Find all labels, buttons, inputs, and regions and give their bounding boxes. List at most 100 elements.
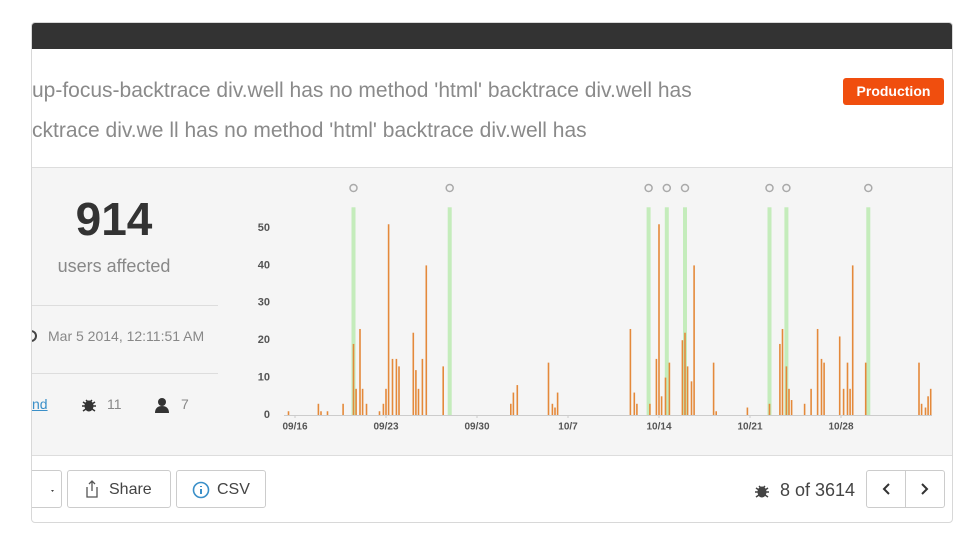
bug-icon — [82, 399, 96, 412]
x-tick-label: 09/16 — [282, 422, 307, 433]
bar — [785, 366, 788, 415]
bar — [849, 388, 851, 415]
y-tick-label: 10 — [258, 372, 270, 384]
bar — [924, 407, 927, 415]
bar — [510, 403, 512, 415]
x-tick-label: 10/28 — [828, 422, 853, 433]
chevron-left — [882, 483, 890, 495]
info-icon — [192, 481, 210, 499]
deploy-marker — [864, 183, 873, 193]
x-tick-label: 10/7 — [558, 422, 578, 433]
bug-count: 11 — [107, 396, 122, 412]
bar — [929, 388, 932, 415]
bar — [788, 388, 790, 415]
bar — [864, 362, 867, 415]
error-header: up-focus-backtrace div.well has no metho… — [32, 49, 952, 168]
bug-icon — [755, 485, 769, 498]
bar — [810, 388, 812, 415]
bar — [823, 362, 825, 415]
bar — [365, 403, 368, 415]
csv-button[interactable]: CSV — [176, 470, 266, 508]
bar — [838, 336, 841, 415]
bar — [359, 328, 361, 415]
bar — [352, 343, 355, 415]
bar — [636, 403, 638, 415]
error-message: up-focus-backtrace div.well has no metho… — [32, 79, 692, 102]
bar — [554, 407, 556, 415]
bar — [385, 388, 387, 415]
deploy-band — [866, 207, 871, 415]
next-button[interactable] — [905, 470, 945, 508]
bar — [668, 362, 671, 415]
bar — [655, 358, 658, 415]
deploy-marker — [644, 183, 653, 193]
x-tick-label: 10/21 — [737, 422, 762, 433]
error-card: up-focus-backtrace div.well has no metho… — [31, 22, 953, 523]
y-tick-label: 40 — [258, 259, 270, 271]
link[interactable]: nd — [32, 396, 48, 412]
error-message: cktrace div.we ll has no method 'html' b… — [32, 119, 587, 142]
bar — [781, 328, 784, 415]
deploy-marker — [765, 183, 774, 193]
bar — [846, 362, 849, 415]
bar — [693, 265, 695, 415]
deploy-band — [683, 207, 687, 415]
dropdown-button[interactable] — [32, 470, 62, 508]
bar — [816, 328, 819, 415]
bar — [660, 396, 663, 415]
bar — [355, 388, 357, 415]
bar — [681, 340, 684, 415]
bar — [918, 362, 920, 415]
occurred-date: Mar 5 2014, 12:11:51 AM — [48, 328, 205, 344]
bar — [712, 362, 715, 415]
bar — [412, 332, 415, 415]
y-tick-label: 30 — [258, 297, 270, 309]
affected-count: 914 — [75, 193, 153, 245]
bar — [684, 332, 686, 415]
summary-panel: 914 users affected Mar 5 2014, 12:11:51 … — [32, 168, 952, 456]
bar — [664, 377, 667, 415]
bar — [690, 381, 693, 415]
divider — [32, 373, 218, 374]
bar — [425, 265, 428, 415]
bar — [920, 403, 923, 415]
share-icon — [86, 480, 98, 498]
deploy-band — [646, 207, 651, 415]
toolbar: Share CSV 8 of 3614 — [32, 456, 952, 522]
bar — [649, 403, 651, 415]
bar — [715, 411, 717, 415]
bar — [395, 358, 398, 415]
deploy-band — [351, 207, 356, 415]
bar — [415, 370, 417, 415]
y-tick-label: 0 — [264, 409, 270, 421]
clock-icon — [32, 330, 37, 342]
bar — [391, 358, 394, 415]
share-button[interactable]: Share — [67, 470, 171, 508]
bar — [361, 388, 364, 415]
bar — [382, 403, 385, 415]
bar — [658, 224, 660, 415]
bar — [442, 366, 444, 415]
deploy-marker — [349, 183, 358, 193]
divider — [32, 305, 218, 306]
environment-badge[interactable]: Production — [843, 78, 944, 105]
bar — [842, 388, 845, 415]
y-tick-label: 20 — [258, 334, 270, 346]
bar — [317, 403, 320, 415]
deploy-band — [767, 207, 772, 415]
bar — [686, 366, 689, 415]
previous-button[interactable] — [866, 470, 906, 508]
bar — [287, 411, 290, 415]
chevron-right — [921, 483, 929, 495]
bar — [851, 265, 854, 415]
bar — [768, 403, 771, 415]
error-position: 8 of 3614 — [780, 480, 856, 500]
bar — [556, 392, 559, 415]
bar — [820, 358, 823, 415]
x-tick-label: 09/23 — [373, 422, 398, 433]
bar — [547, 362, 550, 415]
bar — [398, 366, 400, 415]
bar — [516, 385, 519, 415]
x-tick-label: 09/30 — [464, 422, 489, 433]
csv-label: CSV — [217, 481, 250, 498]
